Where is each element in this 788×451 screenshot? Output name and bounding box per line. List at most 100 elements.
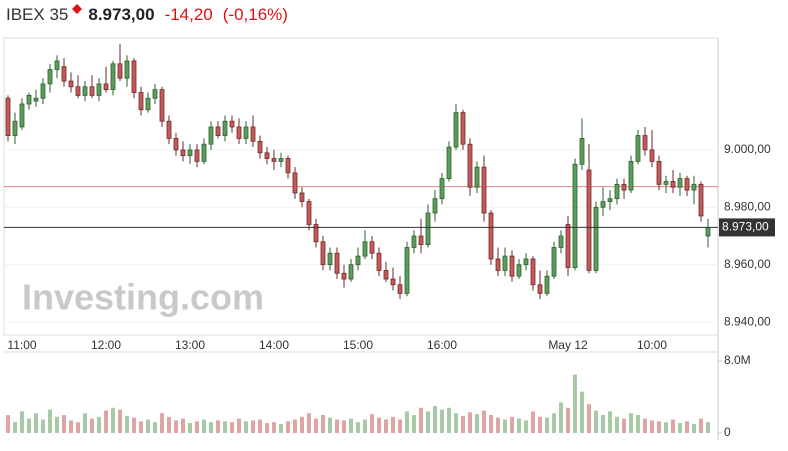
volume-bar [657, 421, 661, 433]
volume-bar [160, 413, 164, 433]
candle-body [110, 63, 116, 91]
volume-bar [622, 418, 626, 433]
volume-bar [188, 423, 192, 433]
volume-tick-label: 0 [724, 425, 731, 439]
candle-body [481, 166, 487, 214]
volume-bar [153, 422, 157, 433]
volume-bar [643, 418, 647, 433]
volume-bar [580, 391, 584, 433]
candle-body [586, 169, 592, 271]
volume-bar [447, 407, 451, 433]
candle-body [215, 126, 221, 136]
volume-bar [615, 416, 619, 433]
candle-body [495, 258, 501, 271]
volume-bar [328, 417, 332, 433]
candle-body [292, 172, 298, 194]
volume-bar [307, 413, 311, 433]
candle-body [579, 138, 585, 165]
candle-body [82, 86, 88, 96]
candle-body [173, 138, 179, 151]
candle-body [75, 86, 81, 96]
volume-bar [76, 422, 80, 433]
y-tick-label: 8.960,00 [724, 257, 771, 271]
candle-body [691, 183, 697, 191]
candle-body [145, 97, 151, 111]
x-tick-label: 12:00 [91, 338, 121, 352]
volume-bar [650, 420, 654, 433]
candle-body [12, 120, 18, 136]
candle-body [705, 226, 711, 237]
candle-body [656, 160, 662, 185]
volume-bar [482, 410, 486, 433]
x-tick-label: May 12 [548, 338, 588, 352]
volume-bar [272, 422, 276, 433]
candle-body [600, 201, 606, 208]
candle-body [19, 103, 25, 128]
candle-body [432, 198, 438, 214]
candle-body [278, 158, 284, 162]
volume-bar [230, 422, 234, 433]
candle-body [264, 152, 270, 159]
candle-body [26, 94, 32, 105]
candle-body [621, 183, 627, 191]
candle-body [572, 163, 578, 268]
volume-bar [314, 418, 318, 433]
candle-body [61, 66, 67, 82]
volume-bar [706, 422, 710, 433]
volume-bar [524, 420, 528, 433]
candle-body [40, 83, 46, 99]
volume-bar [566, 407, 570, 433]
candle-body [96, 83, 102, 96]
x-tick-label: 14:00 [259, 338, 289, 352]
candle-body [628, 160, 634, 191]
volume-bar [468, 412, 472, 433]
volume-bar [412, 415, 416, 433]
candle-body [229, 120, 235, 128]
candle-body [54, 60, 60, 70]
candle-body [222, 120, 228, 136]
candle-body [607, 198, 613, 202]
candle-body [425, 212, 431, 246]
last-price-box [719, 218, 775, 237]
volume-bar [601, 415, 605, 433]
candle-body [509, 255, 515, 277]
last-price-label: 8.973,00 [722, 220, 769, 234]
candle-body [677, 178, 683, 188]
candle-body [236, 126, 242, 139]
volume-bar [664, 422, 668, 433]
volume-bar [209, 422, 213, 433]
volume-bar [90, 418, 94, 433]
volume-bar [132, 417, 136, 433]
volume-bar [370, 414, 374, 433]
volume-bar [55, 416, 59, 433]
candle-body [341, 272, 347, 280]
volume-bar [685, 421, 689, 433]
volume-bar [489, 415, 493, 433]
volume-bar [258, 419, 262, 433]
volume-bar [83, 413, 87, 433]
volume-bar [405, 411, 409, 433]
candle-body [614, 183, 620, 200]
candle-body [502, 255, 508, 271]
volume-bar [223, 421, 227, 433]
x-tick-label: 15:00 [343, 338, 373, 352]
volume-bar [433, 406, 437, 433]
candle-body [257, 140, 263, 154]
volume-bar [146, 419, 150, 433]
volume-bar [293, 419, 297, 433]
volume-bar [300, 416, 304, 433]
candle-body [565, 224, 571, 268]
volume-bar [552, 413, 556, 433]
candle-body [544, 275, 550, 294]
candle-body [446, 146, 452, 180]
change-marker [72, 4, 83, 14]
volume-bar [636, 415, 640, 433]
candle-body [558, 235, 564, 248]
last-price: 8.973,00 [88, 5, 155, 24]
candle-body [327, 252, 333, 266]
volume-bar [419, 407, 423, 433]
candle-body [348, 264, 354, 280]
volume-bar [629, 413, 633, 433]
